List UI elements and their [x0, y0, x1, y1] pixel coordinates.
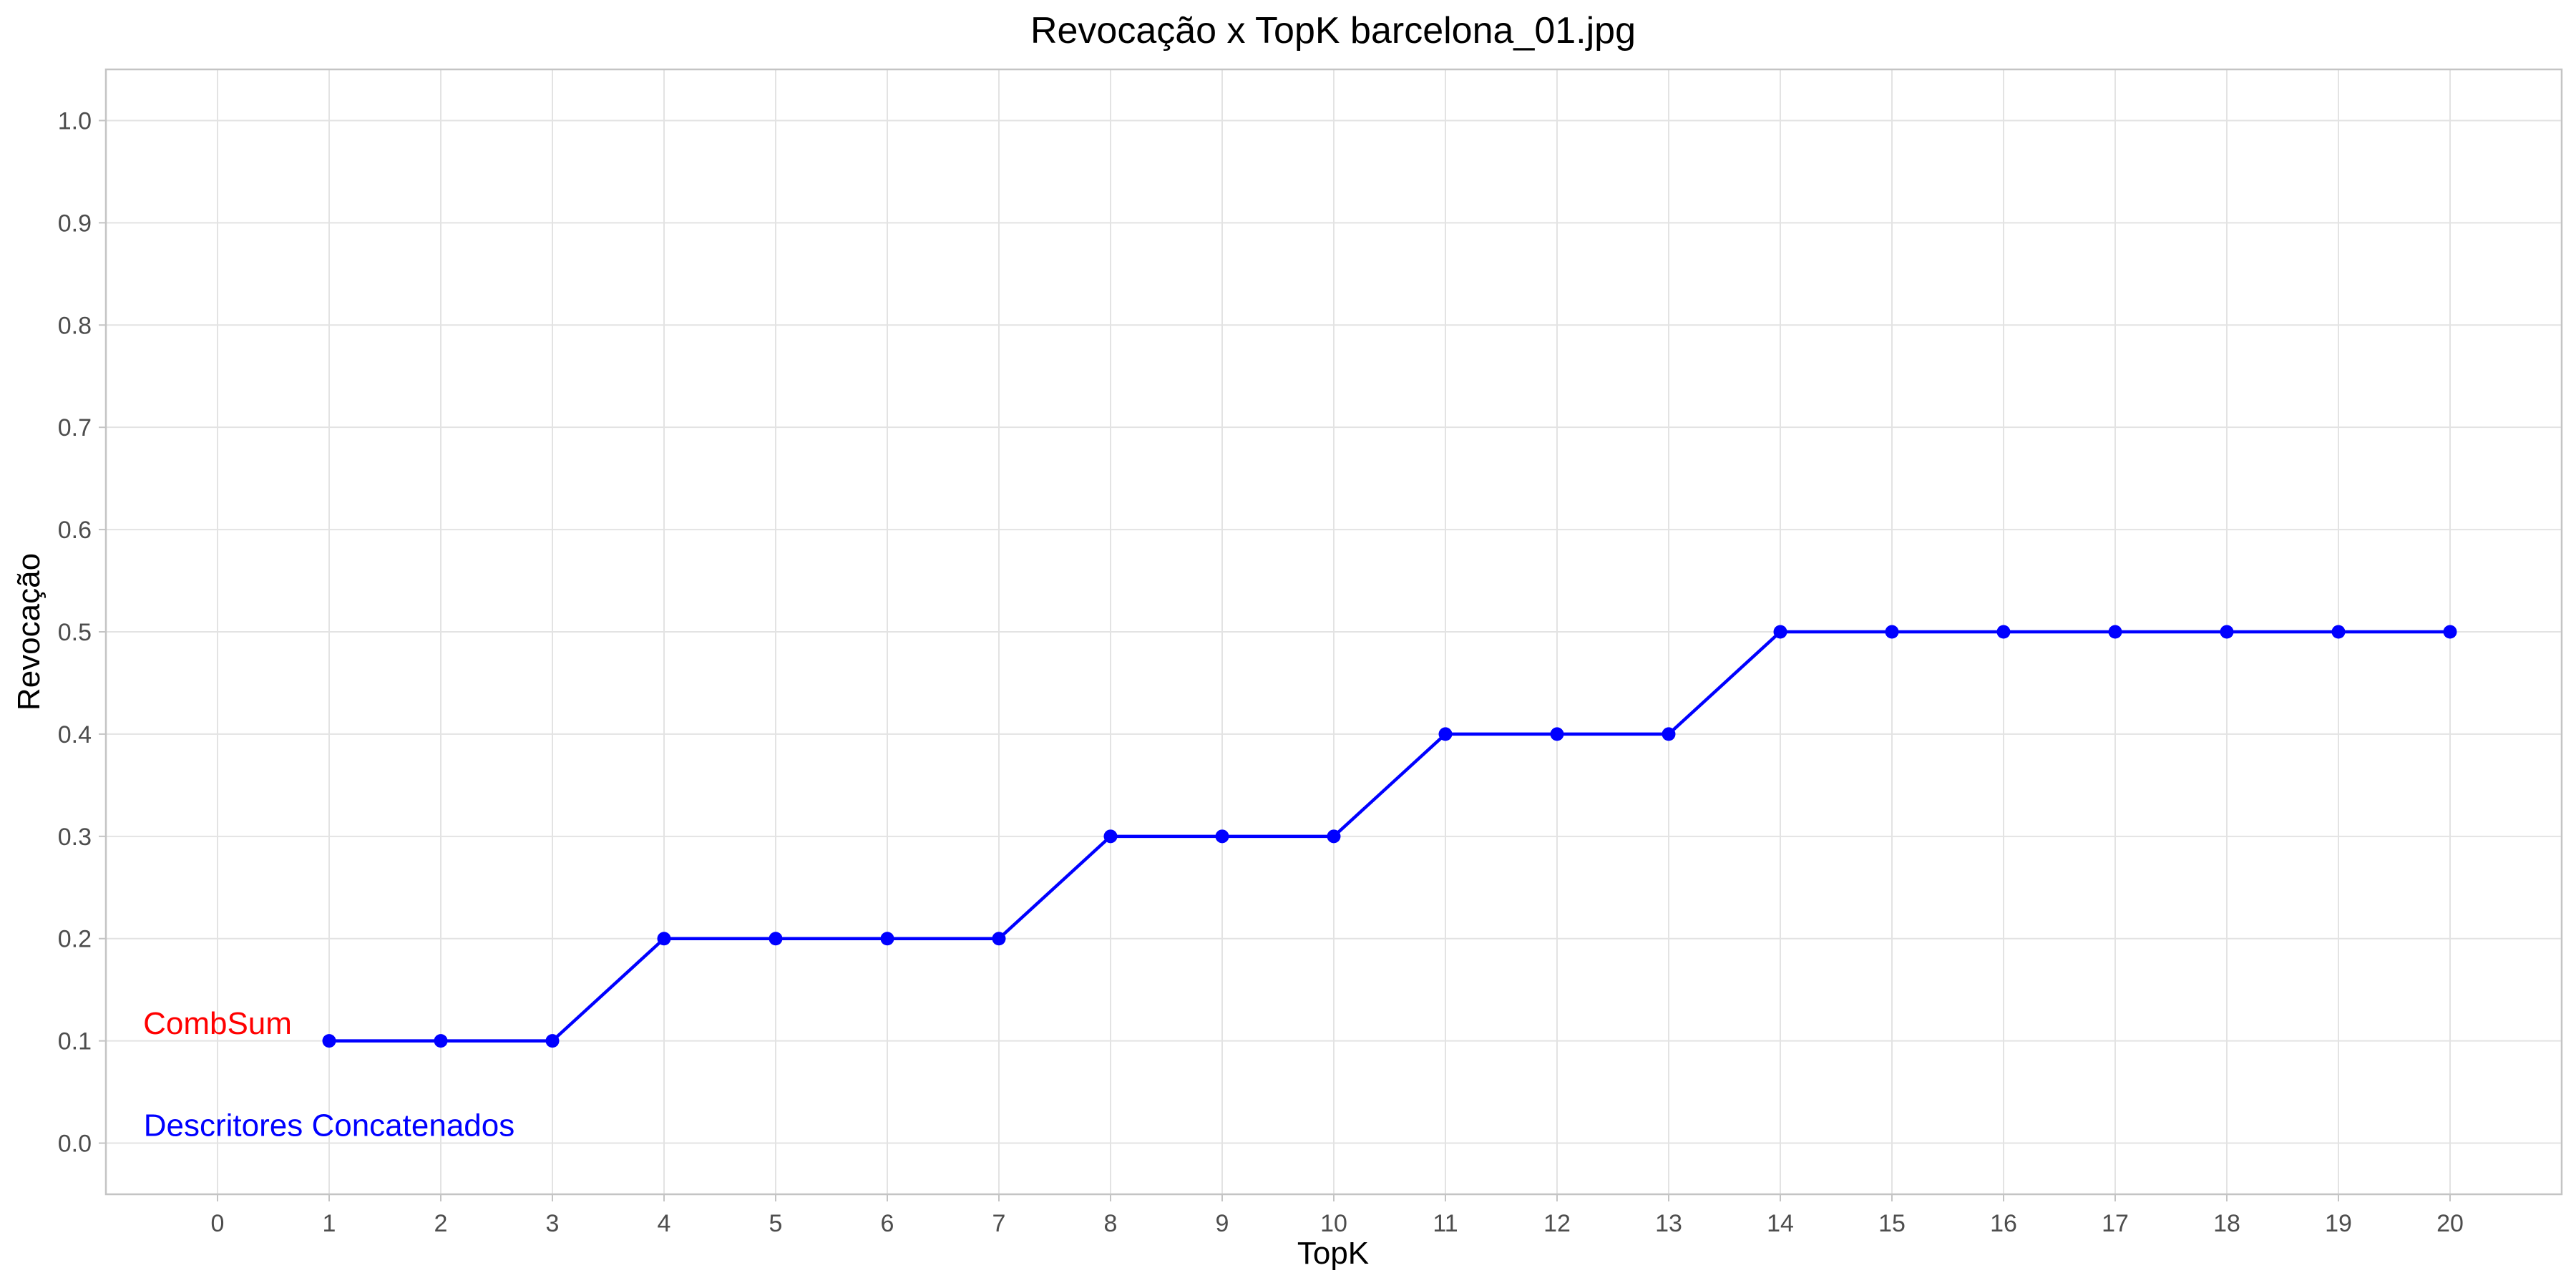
data-point	[2220, 625, 2234, 639]
series-line	[329, 630, 2450, 1043]
data-point	[545, 1034, 560, 1048]
x-axis-ticks: 0 1 2 3 4 5 6 7 8 9 10 11 12 13 14 15 16 17 18 19 20	[211, 1194, 2464, 1237]
x-tick-label: 15	[1878, 1210, 1906, 1237]
data-point	[1885, 625, 1899, 639]
y-tick-label: 0.9	[58, 210, 92, 237]
annotations-layer: CombSum Descritores Concatenados	[143, 1006, 514, 1143]
data-point	[434, 1034, 448, 1048]
data-point	[2443, 625, 2457, 639]
y-tick-label: 0.4	[58, 721, 92, 748]
x-tick-label: 9	[1216, 1210, 1229, 1237]
x-tick-label: 1	[323, 1210, 336, 1237]
x-tick-label: 16	[1990, 1210, 2017, 1237]
chart-title: Revocação x TopK barcelona_01.jpg	[1030, 10, 1636, 52]
x-tick-label: 14	[1767, 1210, 1794, 1237]
data-point	[2331, 625, 2346, 639]
y-tick-label: 0.7	[58, 414, 92, 441]
data-point	[992, 932, 1006, 946]
x-tick-label: 5	[769, 1210, 783, 1237]
x-tick-label: 6	[881, 1210, 894, 1237]
data-point	[1438, 727, 1453, 741]
y-axis-label: Revocação	[11, 553, 47, 711]
y-tick-label: 0.2	[58, 926, 92, 953]
x-tick-label: 18	[2213, 1210, 2240, 1237]
y-axis-ticks: 0.0 0.1 0.2 0.3 0.4 0.5 0.6 0.7 0.8 0.9 1.0	[58, 107, 106, 1158]
x-tick-label: 3	[546, 1210, 560, 1237]
data-point	[1103, 829, 1118, 844]
x-tick-label: 8	[1104, 1210, 1118, 1237]
x-tick-label: 7	[992, 1210, 1006, 1237]
data-point	[1550, 727, 1564, 741]
data-point	[880, 932, 894, 946]
x-tick-label: 20	[2436, 1210, 2464, 1237]
x-tick-label: 11	[1433, 1210, 1458, 1237]
x-tick-label: 13	[1655, 1210, 1682, 1237]
series-layer	[322, 625, 2457, 1048]
y-tick-label: 0.3	[58, 824, 92, 851]
data-point	[1662, 727, 1676, 741]
annotation-label: Descritores Concatenados	[144, 1108, 514, 1143]
data-point	[657, 932, 671, 946]
y-tick-label: 0.8	[58, 312, 92, 339]
data-point	[769, 932, 783, 946]
data-point	[1773, 625, 1787, 639]
y-tick-label: 0.5	[58, 619, 92, 646]
x-tick-label: 2	[434, 1210, 448, 1237]
x-tick-label: 10	[1320, 1210, 1347, 1237]
y-tick-label: 0.6	[58, 517, 92, 544]
y-tick-label: 0.1	[58, 1028, 92, 1055]
data-point	[1215, 829, 1229, 844]
x-tick-label: 12	[1543, 1210, 1571, 1237]
x-tick-label: 4	[658, 1210, 671, 1237]
y-tick-label: 0.0	[58, 1131, 92, 1158]
x-tick-label: 0	[211, 1210, 225, 1237]
data-point	[322, 1034, 336, 1048]
annotation-label: CombSum	[143, 1006, 292, 1041]
x-tick-label: 19	[2325, 1210, 2352, 1237]
x-tick-label: 17	[2102, 1210, 2129, 1237]
y-tick-label: 1.0	[58, 107, 92, 135]
data-point	[2108, 625, 2122, 639]
x-axis-label: TopK	[1297, 1236, 1369, 1271]
data-point	[1996, 625, 2011, 639]
data-point	[1327, 829, 1341, 844]
